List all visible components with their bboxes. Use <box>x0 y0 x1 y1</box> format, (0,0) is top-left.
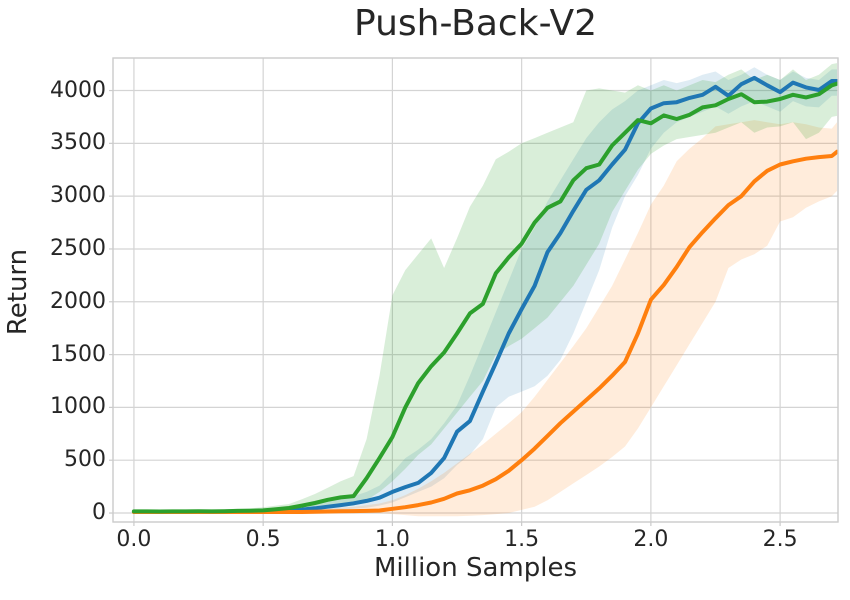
green-series-line <box>131 81 838 514</box>
orange-series-band <box>133 120 837 517</box>
y-tick-label: 3000 <box>50 183 106 209</box>
green-series-band <box>133 63 837 513</box>
y-tick-label: 0 <box>92 500 106 526</box>
axes-spines <box>112 57 839 523</box>
y-tick-label: 1500 <box>50 341 106 367</box>
x-tick-label: 1.5 <box>504 527 540 552</box>
x-tick-label: 0.5 <box>245 527 281 552</box>
y-tick-label: 3500 <box>50 130 106 156</box>
blue-series-band <box>133 67 837 514</box>
x-axis-label: Million Samples <box>373 553 577 583</box>
x-tick-label: 1.0 <box>374 527 410 552</box>
chart-title: Push-Back-V2 <box>354 3 597 44</box>
y-tick-label: 2500 <box>50 235 106 261</box>
y-tick-label: 2000 <box>50 288 106 314</box>
y-tick-label: 4000 <box>50 77 106 103</box>
x-tick-label: 2.5 <box>762 527 798 552</box>
axes-background <box>113 58 838 522</box>
y-tick-label: 1000 <box>50 394 106 420</box>
x-tick-label: 0.0 <box>116 527 152 552</box>
x-tick-label: 2.0 <box>633 527 669 552</box>
y-tick-label: 500 <box>64 447 106 473</box>
